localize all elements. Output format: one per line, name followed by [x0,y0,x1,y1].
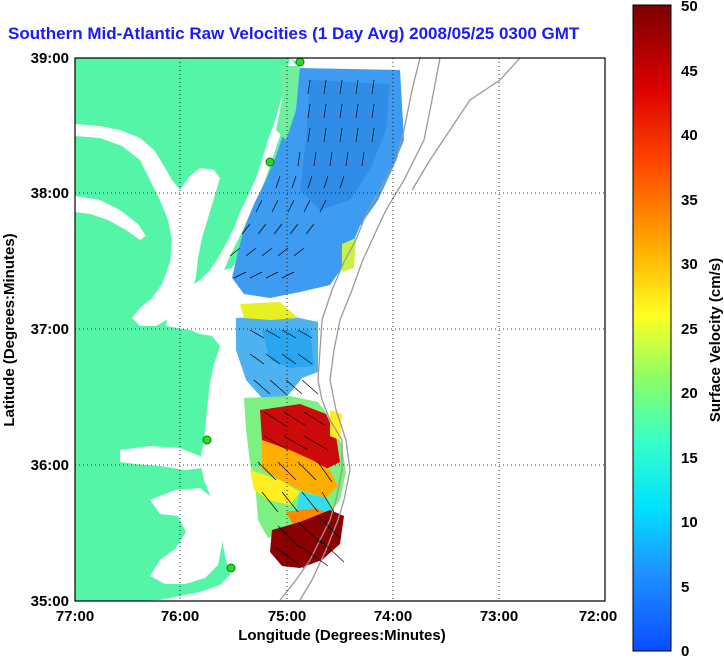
chesapeake-bay [75,124,220,326]
x-axis-label: Longitude (Degrees:Minutes) [238,627,446,644]
x-tick: 75:00 [268,608,306,625]
colorbar-tick: 35 [681,192,698,209]
x-tick: 77:00 [56,608,94,625]
velocity-field [232,66,404,568]
radar-stations [202,57,305,573]
colorbar-tick: 10 [681,514,698,531]
x-tick: 73:00 [480,608,518,625]
y-tick: 37:00 [31,321,69,338]
y-tick: 38:00 [31,185,69,202]
grid-lines [75,58,605,601]
pamlico-sound [150,488,222,584]
x-tick: 76:00 [161,608,199,625]
map-title: Southern Mid-Atlantic Raw Velocities (1 … [8,24,580,43]
radar-station-marker [202,435,212,445]
x-axis-ticks: 77:00 76:00 75:00 74:00 73:00 72:00 [56,608,617,625]
albemarle-sound [120,446,204,470]
radar-station-marker [265,157,275,167]
y-axis-ticks: 39:00 38:00 37:00 36:00 35:00 [31,50,69,610]
x-tick: 74:00 [374,608,412,625]
colorbar-tick: 20 [681,385,698,402]
colorbar-tick: 50 [681,0,698,15]
current-vectors [229,79,375,569]
colorbar-label: Surface Velocity (cm/s) [707,258,724,422]
colorbar-ticks: 50 45 40 35 30 25 20 15 10 5 0 [681,0,698,659]
colorbar-tick: 15 [681,450,698,467]
radar-station-marker [226,563,236,573]
colorbar-tick: 40 [681,127,698,144]
y-tick: 36:00 [31,457,69,474]
x-tick: 72:00 [579,608,617,625]
land-mass [75,58,290,601]
colorbar-tick: 45 [681,63,698,80]
bathymetry-contours [279,58,521,601]
y-tick: 39:00 [31,50,69,67]
colorbar-tick: 0 [681,643,689,659]
plot-frame [74,57,606,602]
colorbar-tick: 30 [681,256,698,273]
colorbar-tick: 25 [681,321,698,338]
colorbar-tick: 5 [681,579,689,596]
radar-station-marker [295,57,305,67]
y-tick: 35:00 [31,593,69,610]
y-axis-label: Latitude (Degrees:Minutes) [1,233,18,426]
potomac-river [75,196,146,240]
colorbar [632,4,672,652]
